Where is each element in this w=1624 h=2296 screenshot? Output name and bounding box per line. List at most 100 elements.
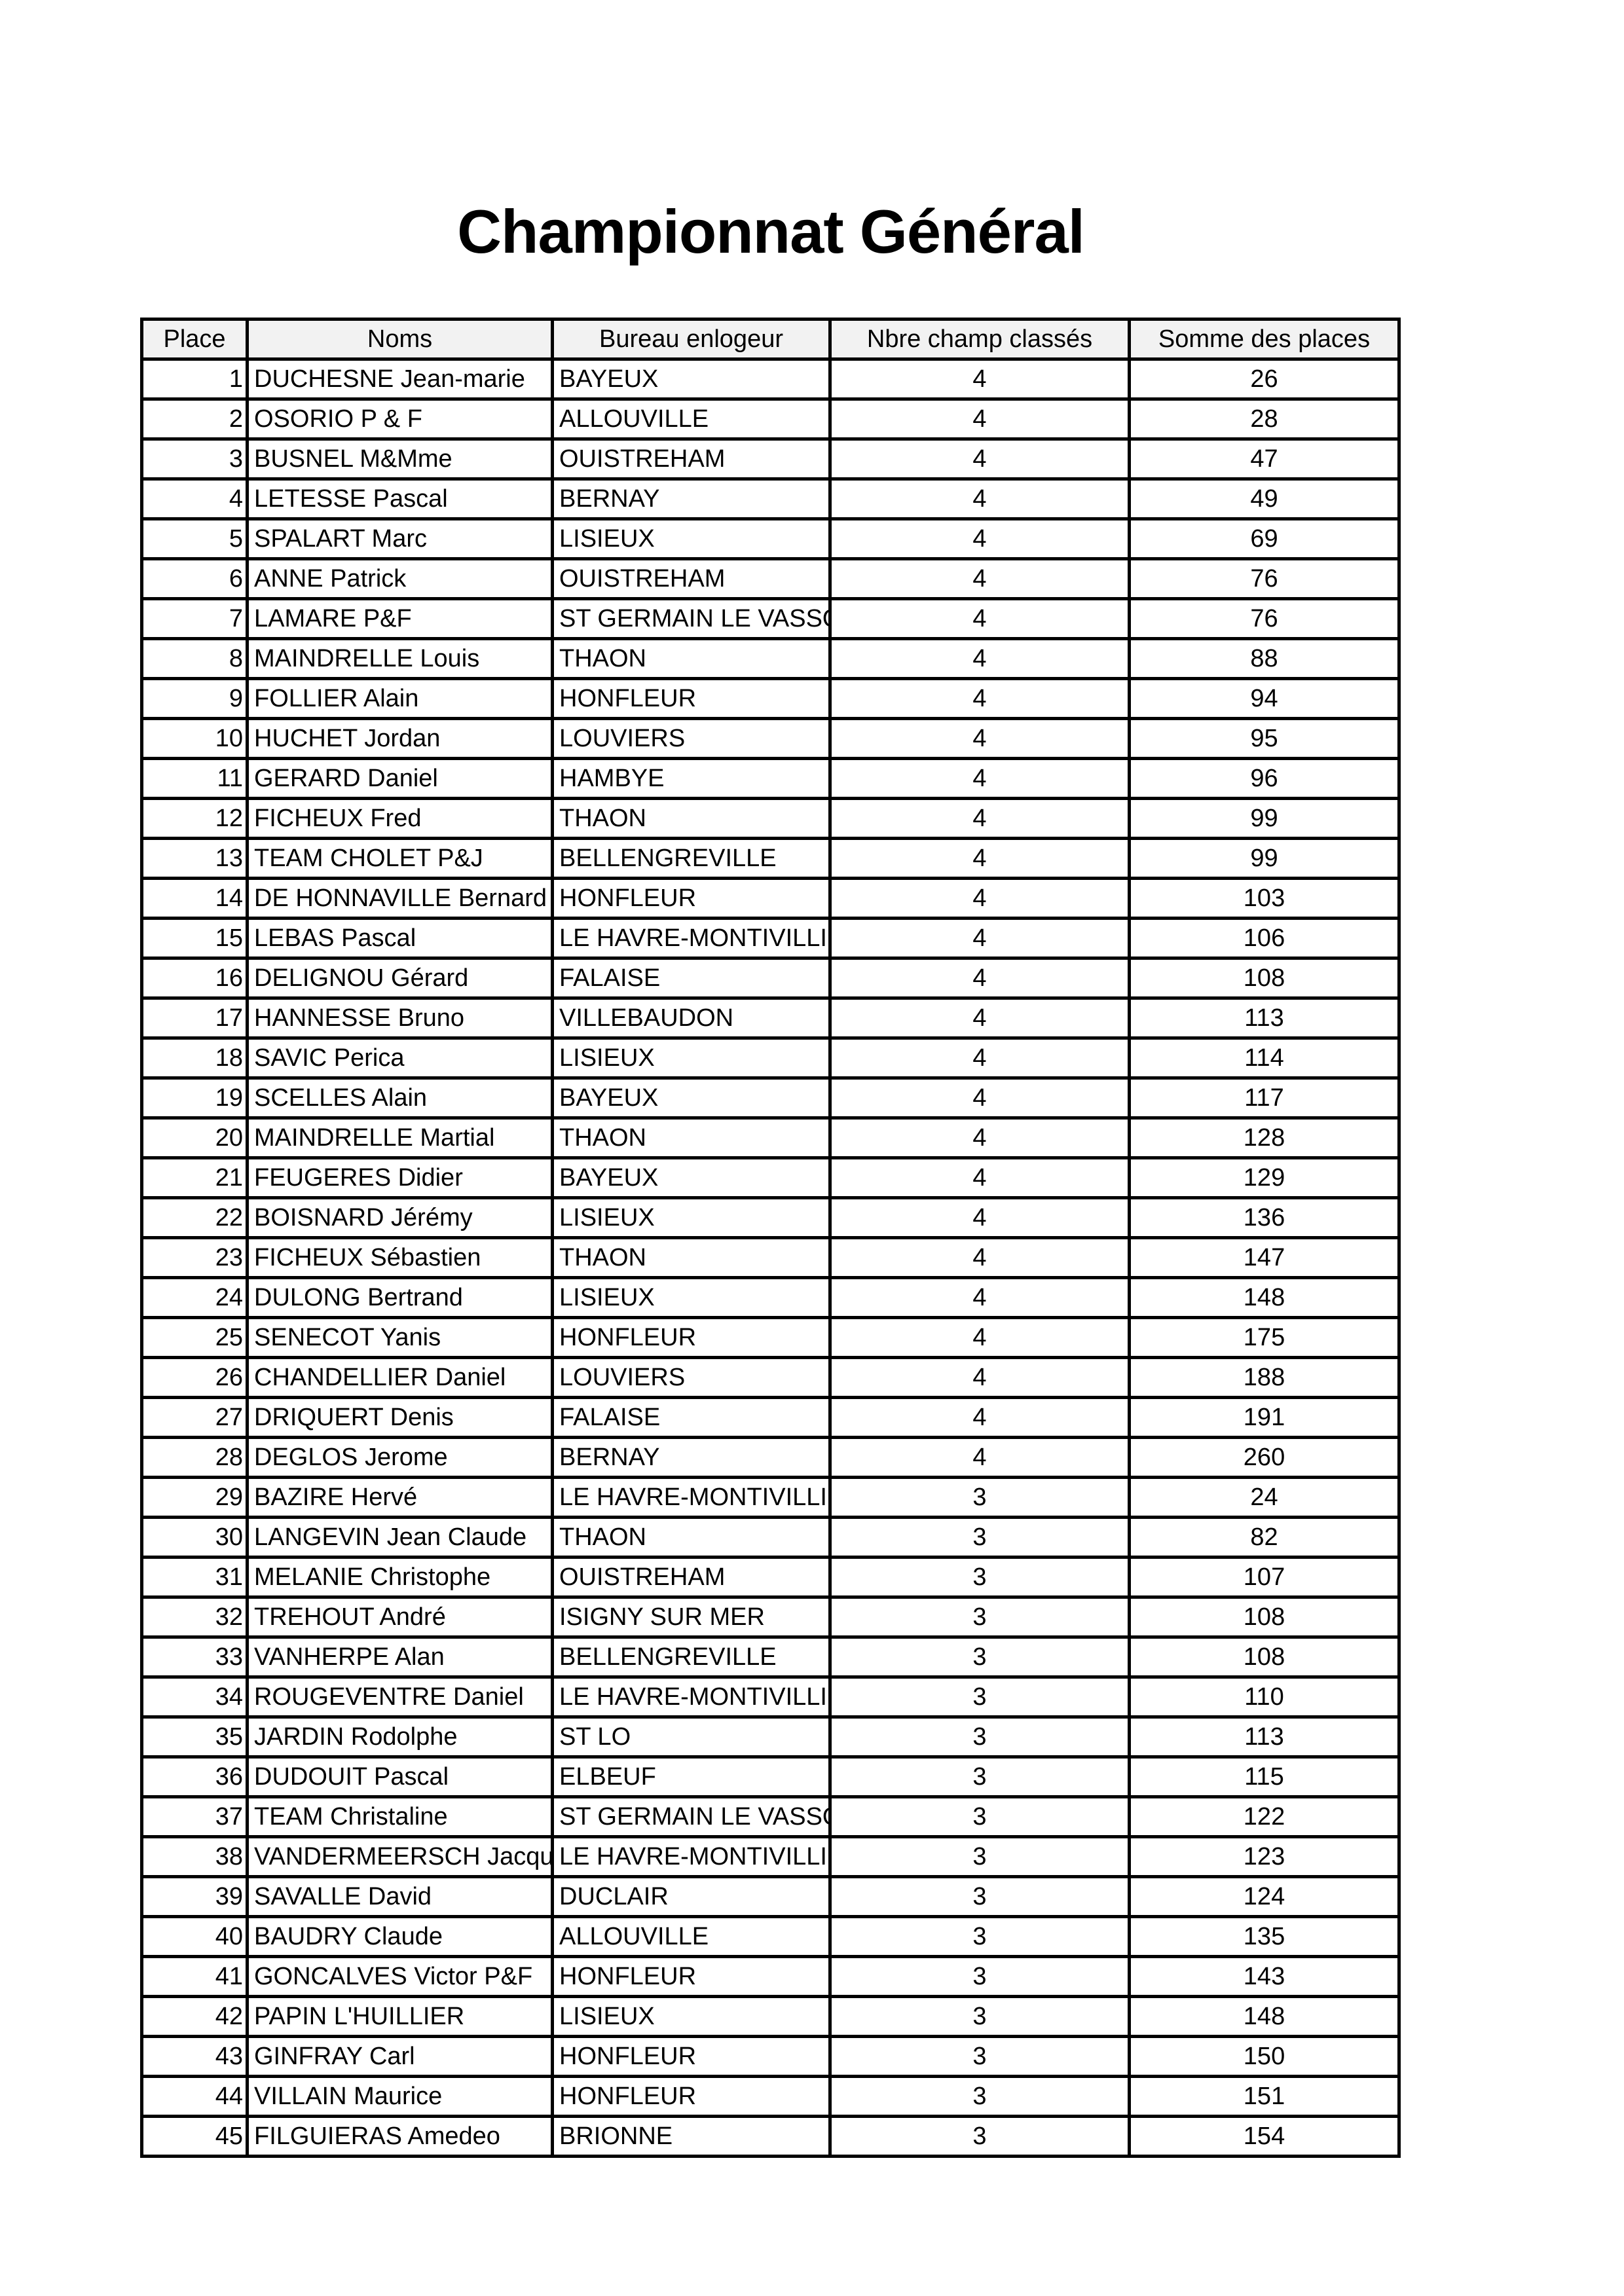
name-cell: DULONG Bertrand xyxy=(246,1276,554,1319)
name-cell: VANHERPE Alan xyxy=(246,1635,554,1679)
sum-cell: 114 xyxy=(1128,1036,1401,1080)
office-cell: BELLENGREVILLE xyxy=(551,1635,832,1679)
name-cell: DUDOUIT Pascal xyxy=(246,1755,554,1798)
office-cell: HONFLEUR xyxy=(551,1955,832,1998)
office-cell: ALLOUVILLE xyxy=(551,1915,832,1958)
name-cell: LETESSE Pascal xyxy=(246,477,554,520)
sum-cell: 122 xyxy=(1128,1795,1401,1838)
place-cell: 38 xyxy=(140,1835,249,1878)
sum-cell: 154 xyxy=(1128,2115,1401,2158)
place-cell: 21 xyxy=(140,1156,249,1199)
header-office: Bureau enlogeur xyxy=(551,318,832,361)
count-cell: 3 xyxy=(828,1595,1131,1639)
sum-cell: 24 xyxy=(1128,1476,1401,1519)
name-cell: SCELLES Alain xyxy=(246,1076,554,1120)
name-cell: FILGUIERAS Amedeo xyxy=(246,2115,554,2158)
place-cell: 33 xyxy=(140,1635,249,1679)
table-row: 28 DEGLOS Jerome BERNAY 4 260 xyxy=(140,1436,1401,1479)
table-row: 2 OSORIO P & F ALLOUVILLE 4 28 xyxy=(140,397,1401,441)
count-cell: 3 xyxy=(828,1875,1131,1918)
table-row: 14 DE HONNAVILLE Bernard HONFLEUR 4 103 xyxy=(140,877,1401,920)
place-cell: 24 xyxy=(140,1276,249,1319)
sum-cell: 150 xyxy=(1128,2035,1401,2078)
office-cell: ELBEUF xyxy=(551,1755,832,1798)
name-cell: HANNESSE Bruno xyxy=(246,996,554,1040)
office-cell: LE HAVRE-MONTIVILLI xyxy=(551,1476,832,1519)
count-cell: 3 xyxy=(828,1715,1131,1758)
sum-cell: 95 xyxy=(1128,717,1401,760)
place-cell: 27 xyxy=(140,1396,249,1439)
name-cell: PAPIN L'HUILLIER xyxy=(246,1995,554,2038)
table-row: 3 BUSNEL M&Mme OUISTREHAM 4 47 xyxy=(140,437,1401,481)
table-row: 15 LEBAS Pascal LE HAVRE-MONTIVILLI 4 106 xyxy=(140,917,1401,960)
count-cell: 4 xyxy=(828,397,1131,441)
place-cell: 8 xyxy=(140,637,249,680)
sum-cell: 103 xyxy=(1128,877,1401,920)
table-row: 26 CHANDELLIER Daniel LOUVIERS 4 188 xyxy=(140,1356,1401,1399)
count-cell: 4 xyxy=(828,1196,1131,1239)
header-names: Noms xyxy=(246,318,554,361)
office-cell: LE HAVRE-MONTIVILLI xyxy=(551,1835,832,1878)
table-row: 25 SENECOT Yanis HONFLEUR 4 175 xyxy=(140,1316,1401,1359)
place-cell: 32 xyxy=(140,1595,249,1639)
office-cell: ST GERMAIN LE VASSO xyxy=(551,1795,832,1838)
sum-cell: 117 xyxy=(1128,1076,1401,1120)
name-cell: TREHOUT André xyxy=(246,1595,554,1639)
sum-cell: 128 xyxy=(1128,1116,1401,1159)
count-cell: 3 xyxy=(828,2115,1131,2158)
place-cell: 19 xyxy=(140,1076,249,1120)
sum-cell: 147 xyxy=(1128,1236,1401,1279)
name-cell: MELANIE Christophe xyxy=(246,1556,554,1599)
table-row: 5 SPALART Marc LISIEUX 4 69 xyxy=(140,517,1401,560)
name-cell: FOLLIER Alain xyxy=(246,677,554,720)
table-row: 22 BOISNARD Jérémy LISIEUX 4 136 xyxy=(140,1196,1401,1239)
office-cell: LISIEUX xyxy=(551,1995,832,2038)
place-cell: 9 xyxy=(140,677,249,720)
name-cell: LANGEVIN Jean Claude xyxy=(246,1516,554,1559)
name-cell: BUSNEL M&Mme xyxy=(246,437,554,481)
name-cell: GINFRAY Carl xyxy=(246,2035,554,2078)
count-cell: 3 xyxy=(828,1556,1131,1599)
table-row: 34 ROUGEVENTRE Daniel LE HAVRE-MONTIVILLI 3… xyxy=(140,1675,1401,1719)
table-row: 20 MAINDRELLE Martial THAON 4 128 xyxy=(140,1116,1401,1159)
name-cell: SPALART Marc xyxy=(246,517,554,560)
name-cell: DELIGNOU Gérard xyxy=(246,957,554,1000)
table-row: 21 FEUGERES Didier BAYEUX 4 129 xyxy=(140,1156,1401,1199)
table-row: 18 SAVIC Perica LISIEUX 4 114 xyxy=(140,1036,1401,1080)
office-cell: OUISTREHAM xyxy=(551,557,832,600)
count-cell: 3 xyxy=(828,2035,1131,2078)
place-cell: 37 xyxy=(140,1795,249,1838)
office-cell: BAYEUX xyxy=(551,1076,832,1120)
place-cell: 44 xyxy=(140,2075,249,2118)
table-row: 1 DUCHESNE Jean-marie BAYEUX 4 26 xyxy=(140,357,1401,401)
office-cell: THAON xyxy=(551,1116,832,1159)
header-count: Nbre champ classés xyxy=(828,318,1131,361)
sum-cell: 99 xyxy=(1128,797,1401,840)
place-cell: 22 xyxy=(140,1196,249,1239)
office-cell: LISIEUX xyxy=(551,1276,832,1319)
count-cell: 4 xyxy=(828,996,1131,1040)
table-row: 39 SAVALLE David DUCLAIR 3 124 xyxy=(140,1875,1401,1918)
office-cell: OUISTREHAM xyxy=(551,1556,832,1599)
office-cell: BRIONNE xyxy=(551,2115,832,2158)
name-cell: VILLAIN Maurice xyxy=(246,2075,554,2118)
header-sum: Somme des places xyxy=(1128,318,1401,361)
name-cell: VANDERMEERSCH Jacqu xyxy=(246,1835,554,1878)
place-cell: 40 xyxy=(140,1915,249,1958)
place-cell: 25 xyxy=(140,1316,249,1359)
count-cell: 4 xyxy=(828,437,1131,481)
office-cell: THAON xyxy=(551,1236,832,1279)
count-cell: 3 xyxy=(828,1516,1131,1559)
place-cell: 3 xyxy=(140,437,249,481)
name-cell: JARDIN Rodolphe xyxy=(246,1715,554,1758)
place-cell: 28 xyxy=(140,1436,249,1479)
sum-cell: 94 xyxy=(1128,677,1401,720)
name-cell: LAMARE P&F xyxy=(246,597,554,640)
sum-cell: 191 xyxy=(1128,1396,1401,1439)
office-cell: LE HAVRE-MONTIVILLI xyxy=(551,917,832,960)
place-cell: 16 xyxy=(140,957,249,1000)
count-cell: 4 xyxy=(828,1236,1131,1279)
count-cell: 4 xyxy=(828,757,1131,800)
count-cell: 4 xyxy=(828,517,1131,560)
name-cell: BOISNARD Jérémy xyxy=(246,1196,554,1239)
